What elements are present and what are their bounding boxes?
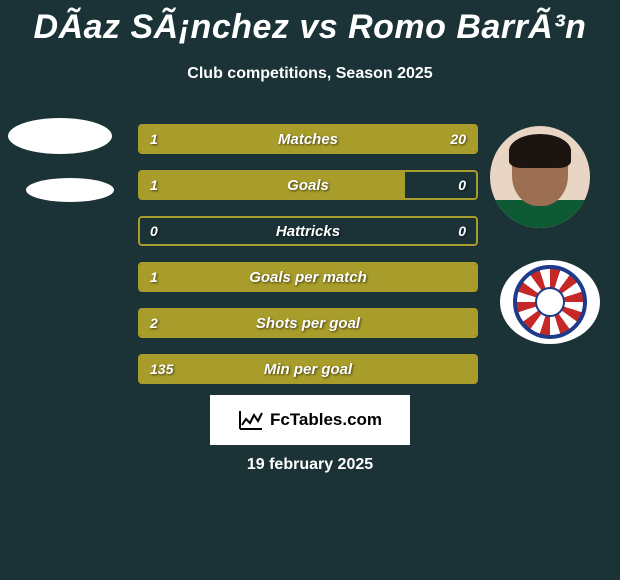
stat-row: 2Shots per goal xyxy=(138,308,478,338)
branding-box: FcTables.com xyxy=(210,395,410,445)
club-logo xyxy=(500,260,600,344)
stats-container: 1Matches201Goals00Hattricks01Goals per m… xyxy=(138,124,478,400)
player-left-avatar-bottom xyxy=(26,178,114,202)
player-left-avatar-top xyxy=(8,118,112,154)
stat-label: Goals xyxy=(140,172,476,198)
stat-value-right: 0 xyxy=(458,172,466,198)
player-right-avatar xyxy=(490,126,590,228)
stat-row: 1Matches20 xyxy=(138,124,478,154)
branding-chart-icon xyxy=(238,409,264,431)
stat-row: 0Hattricks0 xyxy=(138,216,478,246)
stat-row: 1Goals per match xyxy=(138,262,478,292)
stat-label: Shots per goal xyxy=(140,310,476,336)
stat-value-right: 0 xyxy=(458,218,466,244)
avatar-hair xyxy=(509,134,571,168)
club-logo-inner xyxy=(513,265,587,339)
stat-label: Matches xyxy=(140,126,476,152)
stat-label: Goals per match xyxy=(140,264,476,290)
page-subtitle: Club competitions, Season 2025 xyxy=(0,65,620,83)
footer-date: 19 february 2025 xyxy=(0,456,620,474)
stat-row: 1Goals0 xyxy=(138,170,478,200)
stat-label: Hattricks xyxy=(140,218,476,244)
stat-label: Min per goal xyxy=(140,356,476,382)
club-logo-center xyxy=(535,287,565,317)
branding-text: FcTables.com xyxy=(270,410,382,430)
page-title: DÃ­az SÃ¡nchez vs Romo BarrÃ³n xyxy=(0,0,620,47)
stat-row: 135Min per goal xyxy=(138,354,478,384)
stat-value-right: 20 xyxy=(450,126,466,152)
